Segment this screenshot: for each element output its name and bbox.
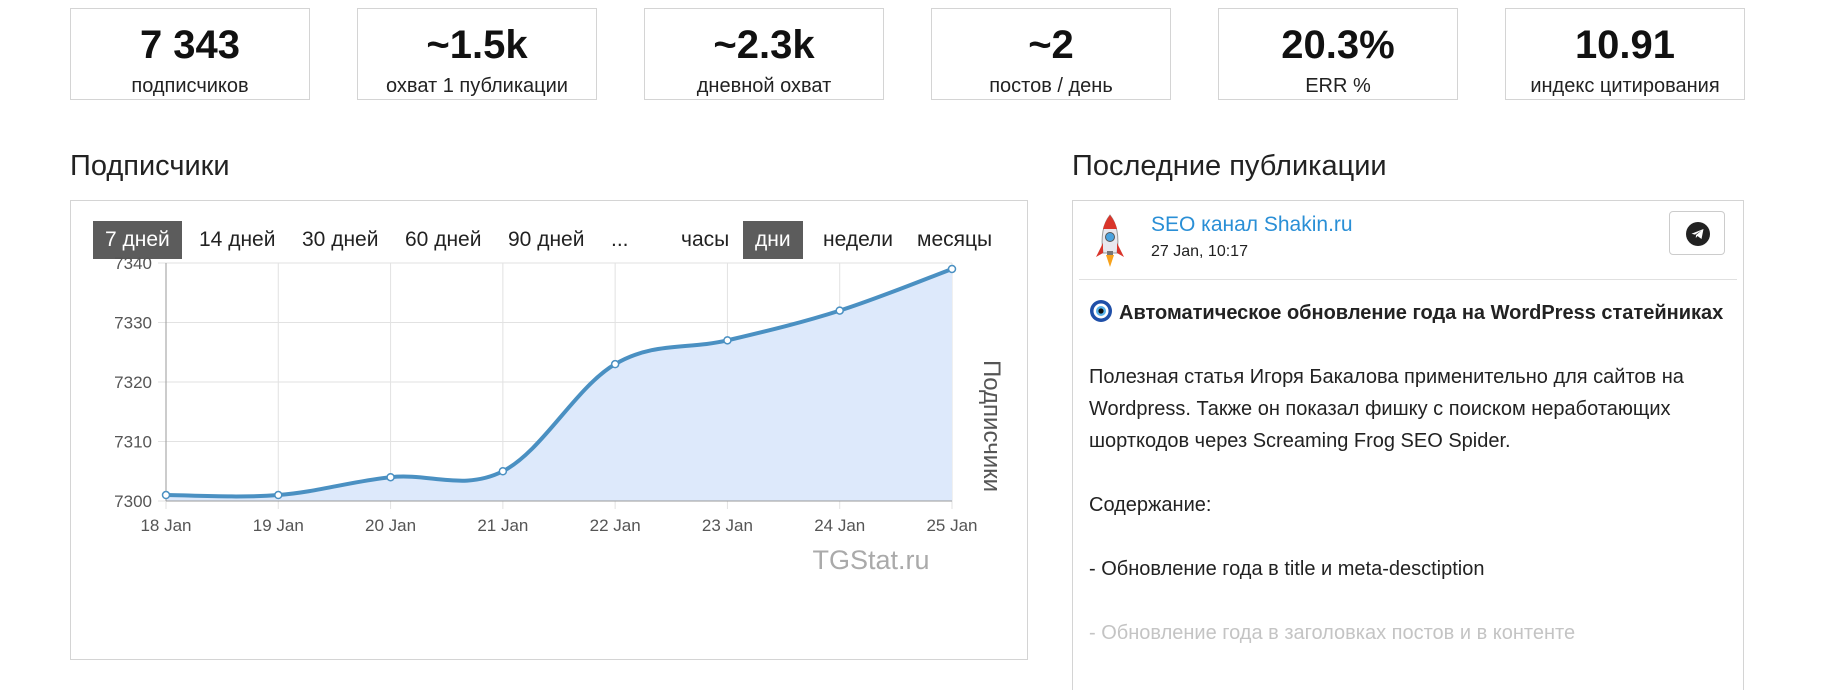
latest-post-card: SEO канал Shakin.ru 27 Jan, 10:17 Автома…: [1072, 200, 1744, 690]
post-title-text: Автоматическое обновление года на WordPr…: [1119, 302, 1724, 324]
stat-value: ~2: [1028, 23, 1074, 67]
post-contents-item: - Обновление года в title и meta-desctip…: [1089, 558, 1485, 580]
chart-watermark: TGStat.ru: [812, 545, 929, 575]
stat-card-subscribers: 7 343 подписчиков: [70, 8, 310, 100]
granularity-months-button[interactable]: месяцы: [917, 228, 993, 251]
post-body: Автоматическое обновление года на WordPr…: [1089, 297, 1729, 649]
stat-label: охват 1 публикации: [386, 75, 568, 97]
y-tick-label: 7330: [114, 314, 152, 333]
x-tick-label: 20 Jan: [365, 516, 416, 535]
stat-value: 10.91: [1574, 23, 1676, 67]
subscribers-line: [165, 267, 953, 499]
x-tick-label: 19 Jan: [253, 516, 304, 535]
data-point[interactable]: [610, 359, 620, 369]
post-date: 27 Jan, 10:17: [1151, 243, 1248, 260]
y-tick-label: 7340: [114, 254, 152, 273]
post-contents-label: Содержание:: [1089, 494, 1212, 516]
posts-section-title: Последние публикации: [1072, 150, 1387, 182]
x-tick-label: 18 Jan: [140, 516, 191, 535]
range-14-days-button[interactable]: 14 дней: [199, 228, 276, 251]
y-tick-label: 7320: [114, 373, 152, 392]
channel-name-link[interactable]: SEO канал Shakin.ru: [1151, 213, 1353, 236]
stat-card-citation-index: 10.91 индекс цитирования: [1505, 8, 1745, 100]
data-point[interactable]: [723, 336, 732, 345]
y-tick-label: 7300: [114, 492, 152, 511]
subscribers-section-title: Подписчики: [70, 150, 230, 182]
range-more-button[interactable]: ...: [611, 228, 629, 251]
stat-card-posts-per-day: ~2 постов / день: [931, 8, 1171, 100]
chart-y-axis-label: Подписчики: [978, 360, 1005, 492]
y-tick-label: 7310: [114, 433, 152, 452]
subscribers-chart-panel: 7 дней 14 дней 30 дней 60 дней 90 дней .…: [70, 200, 1028, 660]
data-point[interactable]: [161, 490, 171, 500]
stat-value: ~2.3k: [713, 23, 815, 67]
subscribers-area: [166, 268, 952, 501]
range-30-days-button[interactable]: 30 дней: [302, 228, 379, 251]
data-point[interactable]: [947, 264, 957, 274]
x-tick-label: 24 Jan: [814, 516, 865, 535]
data-point[interactable]: [386, 472, 395, 482]
granularity-hours-button[interactable]: часы: [681, 228, 730, 251]
post-title: Автоматическое обновление года на WordPr…: [1089, 297, 1729, 329]
telegram-icon: [1686, 222, 1710, 246]
data-point[interactable]: [274, 490, 283, 500]
range-60-days-button[interactable]: 60 дней: [405, 228, 482, 251]
nazar-eye-icon: [1090, 300, 1112, 322]
stat-label: постов / день: [989, 75, 1113, 97]
subscribers-chart: 7300 7310 7320 7330 7340 18 Jan 19 Jan 20 Jan 21…: [114, 254, 1005, 575]
stat-card-daily-reach: ~2.3k дневной охват: [644, 8, 884, 100]
x-tick-label: 23 Jan: [702, 516, 753, 535]
stat-value: 7 343: [139, 23, 241, 67]
stat-card-post-reach: ~1.5k охват 1 публикации: [357, 8, 597, 100]
stat-label: ERR %: [1305, 75, 1371, 97]
stat-value: ~1.5k: [426, 23, 528, 67]
x-tick-label: 21 Jan: [477, 516, 528, 535]
granularity-days-button[interactable]: дни: [743, 221, 803, 259]
x-tick-label: 22 Jan: [590, 516, 641, 535]
post-paragraph: Полезная статья Игоря Бакалова примените…: [1089, 366, 1684, 452]
stat-card-err: 20.3% ERR %: [1218, 8, 1458, 100]
range-90-days-button[interactable]: 90 дней: [508, 228, 585, 251]
x-tick-label: 25 Jan: [926, 516, 977, 535]
rocket-icon: [1096, 214, 1124, 267]
stat-label: индекс цитирования: [1530, 75, 1720, 97]
stat-label: подписчиков: [131, 75, 249, 97]
open-in-telegram-button[interactable]: [1669, 211, 1725, 255]
range-7-days-button[interactable]: 7 дней: [93, 221, 182, 259]
data-point[interactable]: [835, 306, 844, 315]
post-header-divider: [1079, 279, 1737, 280]
stat-label: дневной охват: [696, 75, 832, 97]
stat-value: 20.3%: [1281, 23, 1395, 67]
granularity-weeks-button[interactable]: недели: [823, 228, 894, 251]
data-point[interactable]: [498, 467, 508, 476]
post-contents-item: - Обновление года в заголовках постов и …: [1089, 622, 1576, 644]
